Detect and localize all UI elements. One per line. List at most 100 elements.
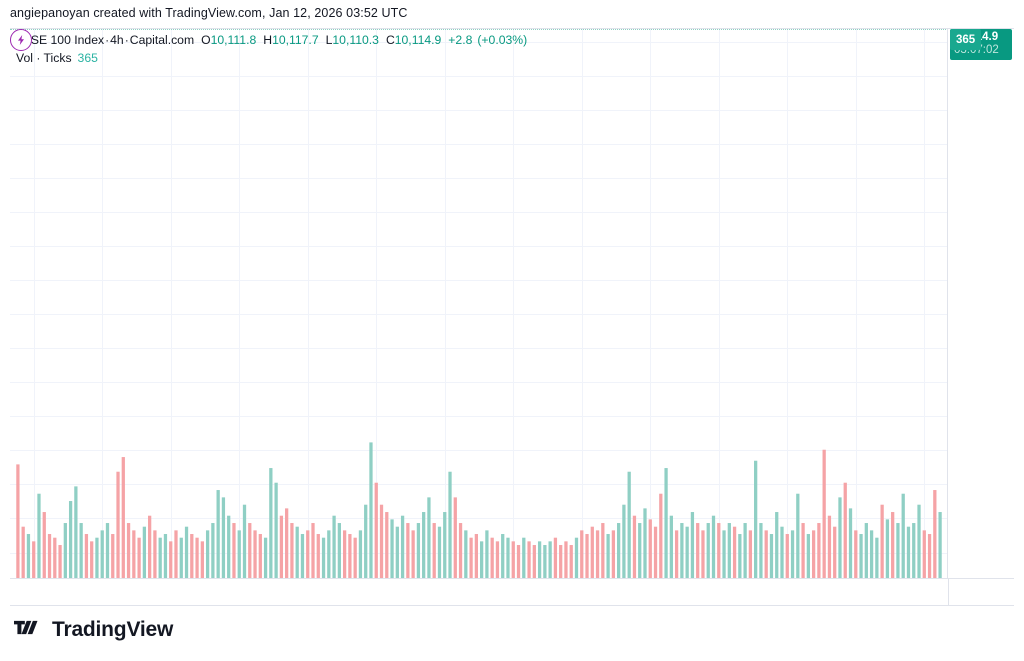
- gridline-horizontal: [10, 143, 947, 145]
- price-axis[interactable]: 10,114.9 03:07:02 365: [948, 29, 1014, 578]
- volume-bar: [116, 471, 120, 578]
- volume-bar: [717, 523, 721, 578]
- volume-bar: [485, 530, 489, 578]
- volume-bar: [653, 526, 658, 578]
- volume-bar: [132, 530, 136, 578]
- volume-bar: [232, 523, 236, 578]
- volume-bar: [416, 523, 421, 578]
- volume-bar: [279, 515, 284, 578]
- attribution-text: angiepanoyan created with TradingView.co…: [10, 6, 408, 20]
- volume-bar: [495, 541, 500, 578]
- volume-bar: [738, 534, 742, 578]
- legend-interval[interactable]: 4h: [110, 33, 124, 47]
- volume-bar: [669, 515, 673, 578]
- volume-bar: [796, 493, 800, 578]
- volume-bar: [896, 523, 900, 578]
- volume-bar: [606, 534, 610, 578]
- volume-bar: [595, 530, 600, 578]
- volume-bar: [906, 526, 911, 578]
- volume-bar: [516, 545, 521, 578]
- volume-bar: [664, 468, 668, 578]
- volume-bar: [311, 523, 315, 578]
- volume-bar: [21, 526, 25, 578]
- volume-bar: [617, 523, 621, 578]
- volume-bar: [158, 537, 162, 578]
- volume-bar: [817, 523, 821, 578]
- volume-bar: [553, 537, 558, 578]
- volume-bar: [68, 501, 73, 578]
- legend-change: +2.8: [448, 33, 473, 47]
- volume-bar: [580, 530, 584, 578]
- tradingview-wordmark: TradingView: [52, 618, 174, 641]
- volume-bar: [32, 541, 36, 578]
- gridline-horizontal: [10, 178, 947, 179]
- legend-open-value: 10,111.8: [210, 33, 257, 47]
- volume-bar: [42, 512, 46, 578]
- volume-bar: [885, 519, 890, 578]
- volume-bar: [95, 537, 99, 578]
- volume-bar: [848, 508, 853, 578]
- legend-exchange[interactable]: Capital.com: [129, 33, 195, 47]
- volume-bar: [53, 537, 57, 578]
- legend-volume-value: 365: [77, 51, 98, 65]
- volume-bar: [680, 523, 684, 578]
- gridline-vertical: [856, 29, 857, 578]
- volume-bar: [437, 526, 442, 578]
- plot-area[interactable]: FTSE 100 Index · 4h · Capital.com O 10,1…: [10, 29, 948, 578]
- gridline-horizontal: [10, 314, 947, 316]
- volume-bar: [448, 471, 452, 578]
- lightning-bolt-icon[interactable]: [10, 29, 32, 51]
- gridline-horizontal: [10, 246, 947, 247]
- gridline-vertical: [719, 29, 720, 578]
- tradingview-logo-icon: [14, 619, 44, 641]
- legend-volume-label[interactable]: Vol · Ticks: [16, 51, 72, 65]
- volume-bar: [696, 523, 700, 578]
- current-price-line: [10, 29, 947, 30]
- volume-bar: [285, 508, 289, 578]
- gridline-horizontal: [10, 41, 947, 43]
- volume-bar: [263, 537, 268, 578]
- gridline-horizontal: [10, 212, 947, 213]
- volume-bar: [875, 537, 879, 578]
- volume-bar: [121, 457, 125, 578]
- time-axis[interactable]: [10, 578, 948, 606]
- gridline-horizontal: [10, 109, 947, 111]
- gridline-vertical: [582, 29, 583, 578]
- volume-bar: [869, 530, 874, 578]
- volume-bar: [253, 530, 257, 578]
- volume-bar: [922, 530, 926, 578]
- volume-bar: [364, 504, 368, 578]
- gridline-vertical: [102, 29, 103, 578]
- volume-bar: [295, 526, 299, 578]
- volume-bar: [190, 534, 194, 578]
- volume-bar: [780, 526, 784, 578]
- volume-bar: [105, 523, 110, 578]
- volume-bar: [811, 530, 816, 578]
- legend-symbol[interactable]: FTSE 100 Index: [16, 33, 105, 47]
- volume-bar: [200, 541, 204, 578]
- volume-bar: [532, 545, 536, 578]
- volume-bar: [674, 530, 679, 578]
- volume-bar: [638, 523, 642, 578]
- volume-bar: [74, 486, 78, 578]
- volume-bar: [569, 545, 573, 578]
- volume-value-badge: 365: [950, 29, 982, 50]
- volume-bar: [63, 523, 67, 578]
- volume-bar: [622, 504, 626, 578]
- volume-bar: [859, 534, 863, 578]
- volume-bar: [211, 523, 215, 578]
- volume-bar: [864, 523, 868, 578]
- legend-separator-2: ·: [124, 33, 129, 47]
- volume-bar: [880, 504, 884, 578]
- legend-volume-row: Vol · Ticks 365: [16, 51, 532, 66]
- gridline-horizontal: [10, 75, 947, 77]
- volume-bar: [400, 515, 405, 578]
- volume-bar: [427, 497, 431, 578]
- volume-bar: [390, 519, 394, 578]
- volume-bar: [169, 541, 173, 578]
- volume-bar: [385, 512, 389, 578]
- volume-bar: [269, 468, 273, 578]
- volume-bar: [221, 497, 226, 578]
- volume-bar: [342, 530, 347, 578]
- legend-ohlc: O 10,111.8 H 10,117.7 L 10,110.3 C 10,11…: [201, 33, 532, 48]
